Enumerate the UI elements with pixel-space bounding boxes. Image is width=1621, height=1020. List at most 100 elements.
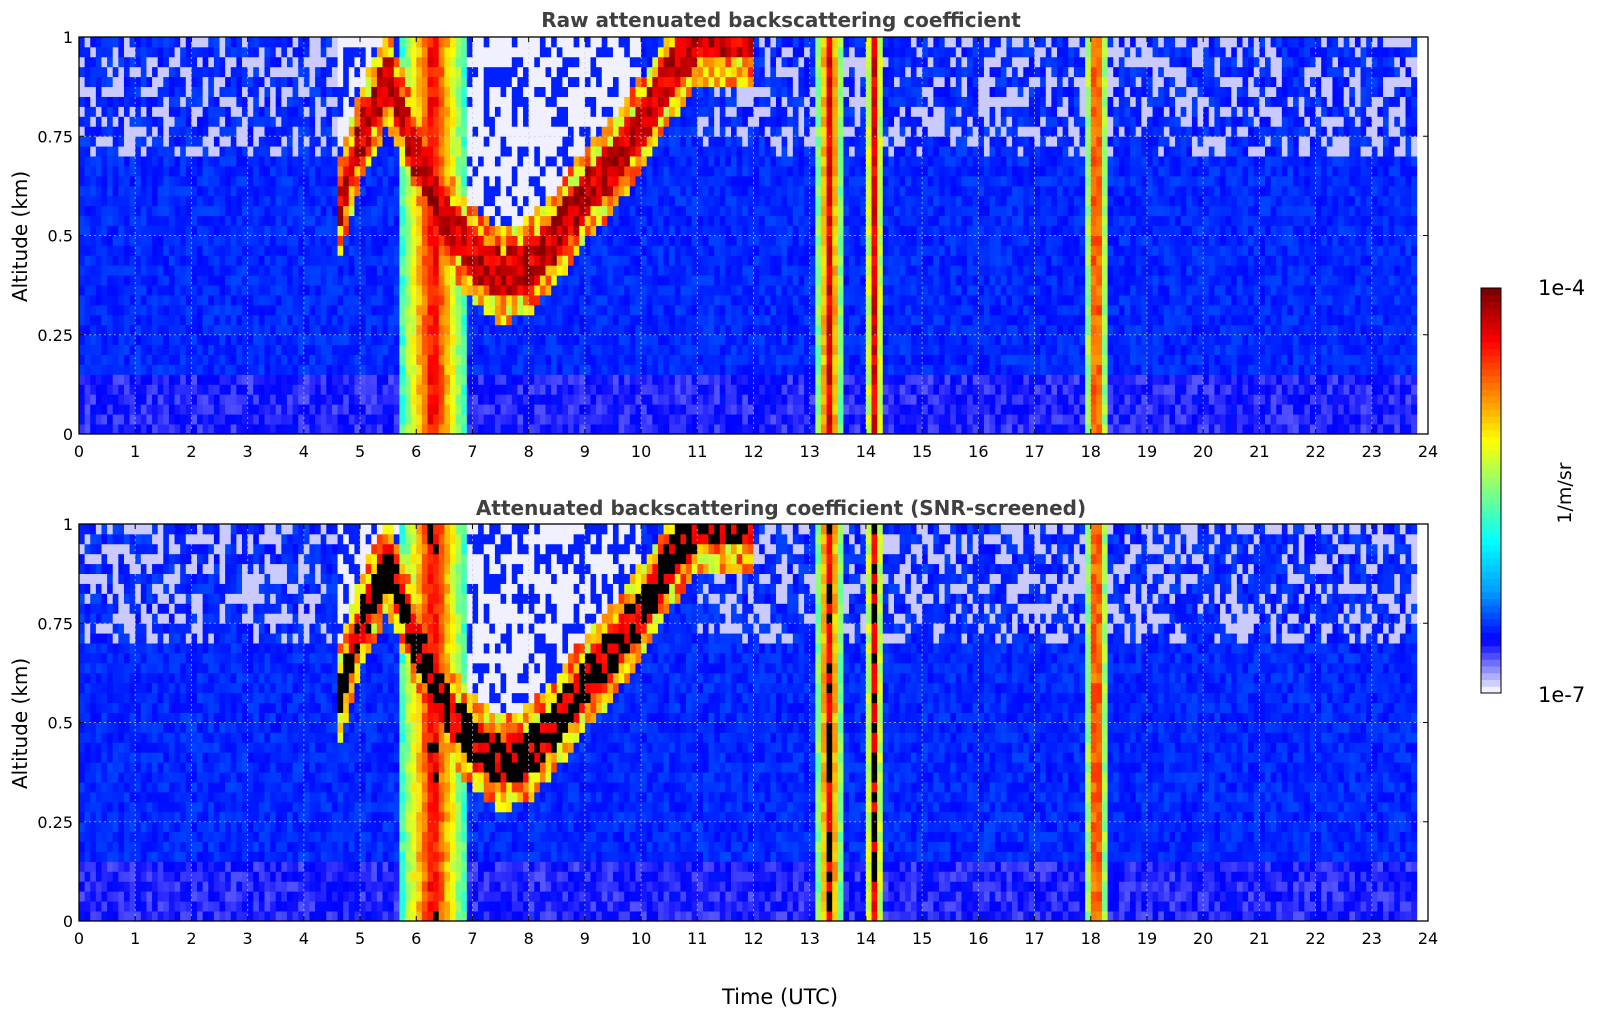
heatmap-cell (556, 76, 563, 88)
heatmap-cell (343, 225, 350, 236)
heatmap-cell (393, 205, 400, 217)
heatmap-cell (208, 37, 215, 48)
heatmap-cell (112, 424, 119, 435)
heatmap-cell (135, 275, 142, 286)
heatmap-cell (657, 46, 664, 58)
heatmap-cell (303, 126, 310, 137)
heatmap-cell (213, 424, 220, 435)
heatmap-cell (236, 265, 243, 276)
heatmap-cell (714, 205, 721, 217)
heatmap-cell (410, 146, 417, 157)
heatmap-cell (736, 255, 743, 266)
heatmap-cell (500, 255, 507, 266)
heatmap-cell (253, 205, 260, 217)
heatmap-cell (303, 255, 310, 266)
heatmap-cell (539, 265, 546, 276)
heatmap-cell (118, 175, 125, 187)
heatmap-cell (90, 424, 97, 435)
heatmap-cell (315, 37, 322, 48)
heatmap-cell (388, 245, 395, 256)
heatmap-cell (225, 314, 232, 326)
heatmap-cell (641, 195, 648, 207)
heatmap-cell (185, 116, 192, 127)
heatmap-cell (146, 414, 153, 425)
heatmap-cell (669, 166, 676, 177)
heatmap-cell (584, 364, 591, 375)
heatmap-cell (607, 96, 614, 107)
heatmap-cell (286, 394, 293, 405)
heatmap-cell (270, 66, 277, 78)
heatmap-cell (511, 175, 518, 187)
heatmap-cell (421, 126, 428, 137)
heatmap-cell (753, 126, 760, 137)
heatmap-cell (281, 195, 288, 207)
heatmap-cell (309, 66, 316, 78)
heatmap-cell (478, 156, 485, 167)
heatmap-cell (725, 314, 732, 326)
heatmap-cell (433, 86, 440, 97)
heatmap-cell (410, 106, 417, 117)
heatmap-cell (573, 175, 580, 187)
heatmap-cell (674, 46, 681, 58)
heatmap-cell (129, 414, 136, 425)
heatmap-cell (506, 175, 513, 187)
heatmap-cell (157, 245, 164, 256)
heatmap-cell (601, 156, 608, 167)
heatmap-cell (590, 56, 597, 68)
heatmap-cell (545, 245, 552, 256)
heatmap-cell (270, 166, 277, 177)
heatmap-cell (208, 205, 215, 217)
heatmap-cell (146, 185, 153, 197)
heatmap-cell (680, 245, 687, 256)
heatmap-cell (775, 364, 782, 375)
heatmap-cell (197, 116, 204, 127)
heatmap-cell (180, 245, 187, 256)
heatmap-cell (545, 255, 552, 266)
heatmap-cell (438, 166, 445, 177)
heatmap-cell (303, 275, 310, 286)
heatmap-cell (79, 185, 86, 197)
heatmap-cell (556, 404, 563, 415)
heatmap-cell (365, 354, 372, 365)
heatmap-cell (697, 414, 704, 425)
heatmap-cell (461, 126, 468, 137)
heatmap-cell (230, 225, 237, 236)
heatmap-cell (185, 215, 192, 226)
heatmap-cell (79, 66, 86, 78)
heatmap-cell (494, 146, 501, 157)
heatmap-cell (601, 404, 608, 415)
heatmap-cell (270, 324, 277, 336)
heatmap-cell (657, 384, 664, 395)
heatmap-cell (584, 384, 591, 395)
heatmap-cell (331, 414, 338, 425)
heatmap-cell (157, 56, 164, 68)
heatmap-cell (708, 255, 715, 266)
heatmap-cell (483, 304, 490, 316)
heatmap-cell (449, 136, 456, 147)
heatmap-cell (95, 245, 102, 256)
heatmap-cell (230, 314, 237, 326)
heatmap-cell (281, 324, 288, 336)
heatmap-cell (466, 364, 473, 375)
heatmap-cell (320, 245, 327, 256)
heatmap-cell (180, 424, 187, 435)
heatmap-cell (123, 76, 130, 88)
heatmap-cell (185, 314, 192, 326)
heatmap-cell (416, 265, 423, 276)
heatmap-cell (483, 106, 490, 117)
heatmap-cell (393, 354, 400, 365)
heatmap-cell (140, 205, 147, 217)
heatmap-cell (365, 324, 372, 336)
heatmap-cell (528, 56, 535, 68)
heatmap-cell (641, 225, 648, 236)
heatmap-cell (180, 37, 187, 48)
heatmap-cell (393, 255, 400, 266)
heatmap-cell (629, 195, 636, 207)
heatmap-cell (629, 265, 636, 276)
heatmap-cell (534, 56, 541, 68)
heatmap-cell (320, 195, 327, 207)
heatmap-cell (337, 424, 344, 435)
heatmap-cell (399, 96, 406, 107)
heatmap-cell (275, 424, 282, 435)
heatmap-cell (421, 424, 428, 435)
